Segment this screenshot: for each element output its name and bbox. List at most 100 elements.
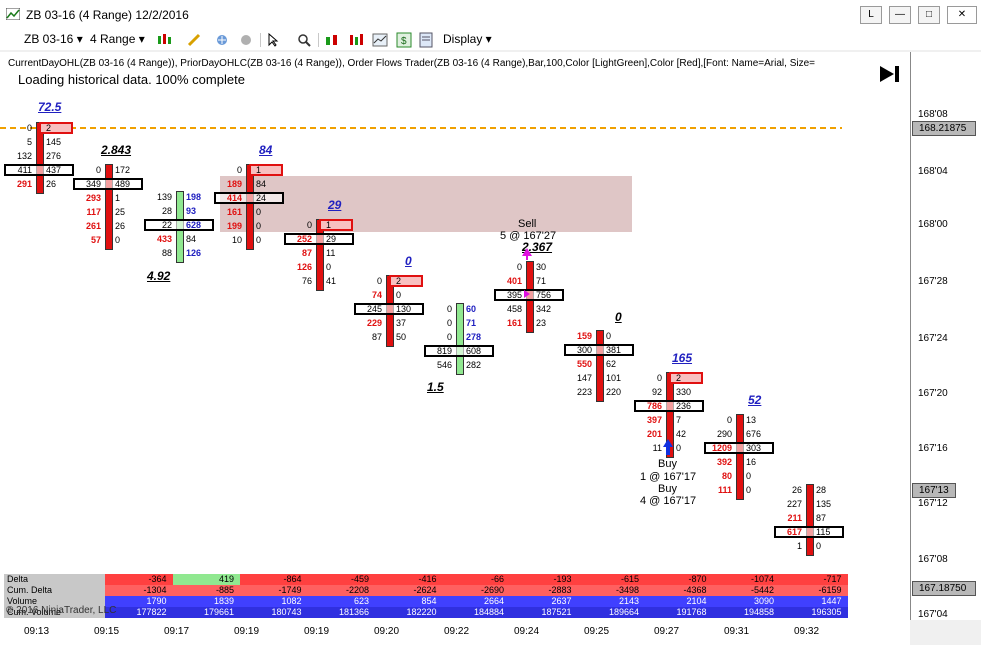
footprint-bid-cell: 10 bbox=[231, 235, 242, 245]
footprint-bid-cell: 0 bbox=[236, 165, 242, 175]
properties-icon[interactable] bbox=[418, 32, 434, 48]
footprint-bid-cell: 290 bbox=[716, 429, 732, 439]
last-price-tag: 167'13 bbox=[912, 483, 956, 498]
period-selector[interactable]: 4 Range ▾ bbox=[90, 32, 145, 46]
footprint-ask-cell: 0 bbox=[816, 541, 822, 551]
footprint-bid-cell: 433 bbox=[156, 234, 172, 244]
footprint-bid-cell: 126 bbox=[296, 262, 312, 272]
add-indicator-icon[interactable] bbox=[214, 32, 230, 48]
table-cell: -6159 bbox=[780, 585, 848, 596]
footprint-ask-cell: 676 bbox=[746, 429, 762, 439]
footprint-ask-cell: 30 bbox=[536, 262, 547, 272]
footprint-ask-cell: 50 bbox=[396, 332, 407, 342]
footprint-poc-cell bbox=[494, 289, 564, 301]
footprint-bid-cell: 229 bbox=[366, 318, 382, 328]
footprint-ask-cell: 330 bbox=[676, 387, 692, 397]
table-cell: 623 bbox=[307, 596, 375, 607]
pencil-icon[interactable] bbox=[186, 32, 202, 48]
footprint-bid-cell: 223 bbox=[576, 387, 592, 397]
footprint-ask-cell: 11 bbox=[326, 248, 336, 258]
price-label: 167'12 bbox=[918, 498, 948, 509]
footprint-ask-cell: 71 bbox=[536, 276, 547, 286]
time-label: 09:13 bbox=[24, 626, 50, 637]
footprint-ask-cell: 130 bbox=[396, 304, 412, 314]
footprint-ask-cell: 62 bbox=[606, 359, 617, 369]
strategy-icon[interactable] bbox=[238, 32, 254, 48]
link-button[interactable]: L bbox=[860, 6, 882, 24]
footprint-ask-cell: 16 bbox=[746, 457, 757, 467]
dollar-icon[interactable]: $ bbox=[396, 32, 412, 48]
footprint-bar-body bbox=[806, 484, 814, 556]
footprint-bid-cell: 159 bbox=[576, 331, 592, 341]
footprint-bar-body bbox=[105, 164, 113, 250]
sell-annotation-detail: 5 @ 167'27 bbox=[500, 230, 557, 242]
display-menu[interactable]: Display ▾ bbox=[443, 32, 492, 46]
time-axis[interactable] bbox=[0, 620, 910, 645]
minimize-button[interactable]: — bbox=[889, 6, 911, 24]
maximize-button[interactable]: □ bbox=[918, 6, 940, 24]
footprint-high-cell bbox=[669, 372, 703, 384]
footprint-bid-cell: 252 bbox=[296, 234, 312, 244]
candlestick-icon[interactable] bbox=[156, 32, 172, 48]
footprint-ask-cell: 0 bbox=[256, 207, 262, 217]
footprint-bid-cell: 139 bbox=[156, 192, 172, 202]
table-cell: -2883 bbox=[510, 585, 578, 596]
footprint-ask-cell: 220 bbox=[606, 387, 622, 397]
footprint-ask-cell: 0 bbox=[606, 331, 612, 341]
footprint-bid-cell: 0 bbox=[446, 304, 452, 314]
footprint-bid-cell: 414 bbox=[226, 193, 242, 203]
chart-area[interactable] bbox=[0, 52, 910, 620]
footprint-bid-cell: 0 bbox=[446, 318, 452, 328]
footprint-high-cell bbox=[39, 122, 73, 134]
footprint-bid-cell: 22 bbox=[161, 220, 172, 230]
table-cell: -416 bbox=[375, 574, 443, 585]
price-axis[interactable] bbox=[910, 52, 981, 620]
price-label: 167'24 bbox=[918, 333, 948, 344]
buy-annotation-detail: 4 @ 167'17 bbox=[640, 495, 697, 507]
footprint-ask-cell: 756 bbox=[536, 290, 552, 300]
price-label: 167'20 bbox=[918, 388, 948, 399]
table-cell: 2104 bbox=[645, 596, 713, 607]
current-price-tag: 168.21875 bbox=[912, 121, 976, 136]
chart-style-icon[interactable] bbox=[348, 32, 364, 48]
table-cell: -615 bbox=[577, 574, 645, 585]
time-label: 09:19 bbox=[304, 626, 330, 637]
footprint-bar-body bbox=[456, 303, 464, 375]
footprint-poc-cell bbox=[704, 442, 774, 454]
bar-type-icon[interactable] bbox=[324, 32, 340, 48]
footprint-poc-cell bbox=[354, 303, 424, 315]
footprint-ask-cell: 26 bbox=[46, 179, 57, 189]
time-label: 09:22 bbox=[444, 626, 470, 637]
footprint-ask-cell: 278 bbox=[466, 332, 482, 342]
footprint-bid-cell: 5 bbox=[26, 137, 32, 147]
price-label: 167'16 bbox=[918, 443, 948, 454]
footprint-bid-cell: 117 bbox=[86, 207, 101, 217]
footprint-poc-cell bbox=[144, 219, 214, 231]
indicators-line: CurrentDayOHL(ZB 03-16 (4 Range)), Prior… bbox=[8, 58, 815, 69]
price-label: 167'28 bbox=[918, 276, 948, 287]
footprint-ask-cell: 1 bbox=[256, 165, 262, 175]
cursor-icon[interactable] bbox=[266, 32, 282, 48]
table-cell: -5442 bbox=[712, 585, 780, 596]
close-button[interactable]: ✕ bbox=[947, 6, 977, 24]
chart-panel-icon[interactable] bbox=[372, 32, 388, 48]
footprint-ask-cell: 93 bbox=[186, 206, 197, 216]
footprint-bid-cell: 88 bbox=[161, 248, 172, 258]
chart-app-icon bbox=[6, 8, 20, 20]
footprint-bid-cell: 111 bbox=[717, 485, 732, 495]
footprint-ask-cell: 84 bbox=[256, 179, 267, 189]
scroll-end-icon[interactable] bbox=[878, 64, 904, 84]
price-label: 167'08 bbox=[918, 554, 948, 565]
table-cell: 1447 bbox=[780, 596, 848, 607]
bar-top-label: 72.5 bbox=[38, 100, 62, 114]
table-cell: 180743 bbox=[240, 607, 308, 618]
zoom-icon[interactable] bbox=[296, 32, 312, 48]
table-cell: -4368 bbox=[645, 585, 713, 596]
footprint-ask-cell: 0 bbox=[326, 262, 332, 272]
copyright: © 2016 NinjaTrader, LLC bbox=[6, 605, 117, 616]
footprint-bid-cell: 397 bbox=[646, 415, 662, 425]
instrument-selector[interactable]: ZB 03-16 ▾ bbox=[24, 32, 83, 46]
footprint-ask-cell: 489 bbox=[115, 179, 131, 189]
footprint-ask-cell: 0 bbox=[115, 235, 121, 245]
bar-top-label: 2.367 bbox=[522, 240, 553, 254]
